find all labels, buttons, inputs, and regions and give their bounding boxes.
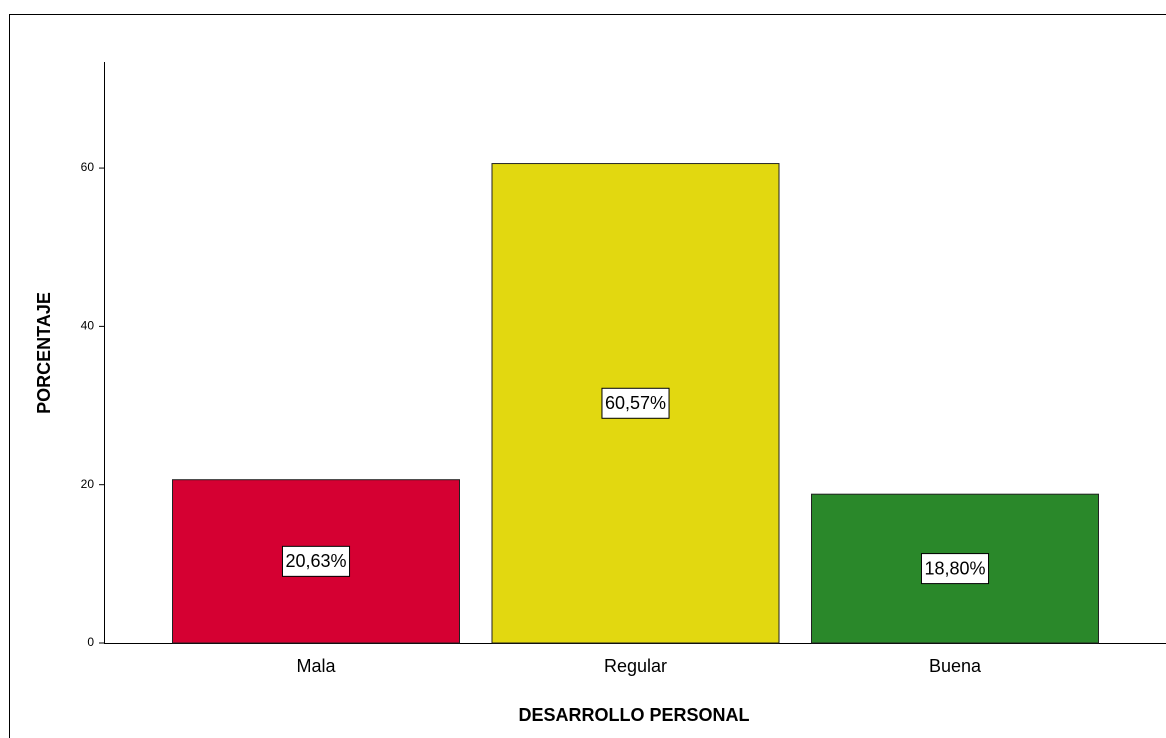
value-label-box [281, 545, 351, 577]
value-label-box [601, 387, 670, 419]
value-label: 18,80% [924, 558, 985, 578]
value-label: 60,57% [605, 393, 666, 413]
y-axis-title: PORCENTAJE [34, 292, 54, 414]
y-tick-label: 0 [87, 635, 94, 649]
y-tick-label: 40 [81, 319, 95, 333]
y-tick-label: 20 [81, 477, 95, 491]
value-label: 20,63% [285, 551, 346, 571]
x-tick-label: Regular [604, 656, 667, 676]
value-label-box [920, 553, 990, 585]
x-axis-title: DESARROLLO PERSONAL [518, 705, 749, 725]
x-tick-label: Mala [296, 656, 336, 676]
x-tick-label: Buena [929, 656, 982, 676]
frame [9, 14, 1166, 738]
y-tick-label: 60 [81, 160, 95, 174]
